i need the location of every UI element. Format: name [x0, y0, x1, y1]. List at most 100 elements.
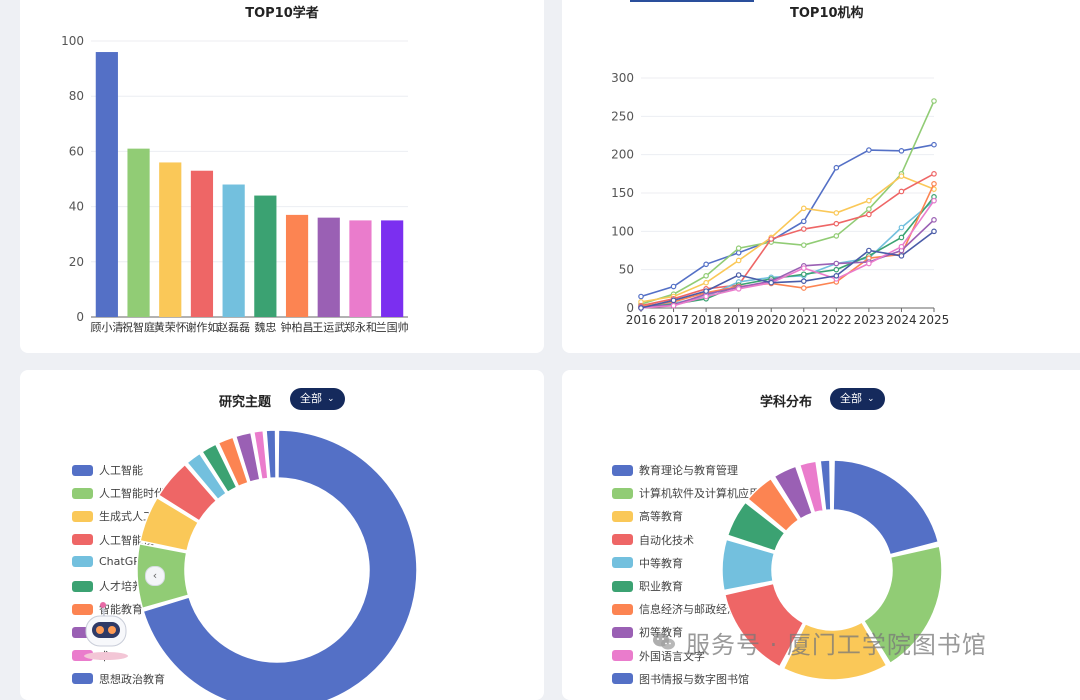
pie-slice	[798, 460, 825, 514]
disciplines-chart-title: 学科分布	[760, 395, 813, 410]
robot-assistant-icon[interactable]	[80, 600, 136, 660]
series-point	[703, 288, 709, 294]
legend-swatch	[72, 464, 93, 476]
topics-chart-title: 研究主题	[219, 395, 272, 410]
x-tick-label: 2021	[789, 313, 820, 327]
x-tick-label: 谢作如	[185, 320, 218, 334]
series-point	[800, 278, 807, 284]
legend-item[interactable]: 人工智能时代	[72, 485, 165, 501]
series-point	[833, 272, 840, 279]
series-line	[640, 230, 935, 309]
topics-filter-dropdown[interactable]: 全部 ⌄	[290, 388, 345, 410]
chevron-left-icon[interactable]: ‹	[145, 566, 165, 586]
series-point	[931, 181, 937, 187]
series-point	[866, 211, 872, 218]
x-tick-label: 2020	[756, 313, 787, 327]
legend-swatch	[612, 534, 633, 546]
series-point	[735, 286, 742, 292]
legend-item[interactable]: 教育理论与教育管理	[612, 462, 738, 478]
series-point	[931, 228, 937, 235]
series-point	[898, 148, 905, 154]
legend-item[interactable]: 人工智能	[72, 462, 143, 478]
pie-slice	[721, 538, 776, 592]
x-tick-label: 2017	[658, 313, 689, 327]
series-point	[670, 302, 677, 309]
legend-label: 智能教育	[99, 603, 143, 617]
pie-slice	[863, 545, 943, 665]
x-tick-label: 赵磊磊	[217, 320, 250, 334]
y-tick-label: 0	[626, 301, 634, 315]
series-point	[898, 224, 905, 231]
legend-item[interactable]: 计算机软件及计算机应用	[612, 485, 760, 501]
legend-label: 自动化技术	[639, 533, 694, 547]
discipline-distribution-card: 学科分布 全部 ⌄ 教育理论与教育管理计算机软件及计算机应用高等教育自动化技术中等…	[562, 370, 1080, 700]
series-point	[898, 243, 905, 250]
series-point	[735, 245, 742, 252]
research-topics-card: 研究主题 全部 ⌄ 人工智能 人工智能时代 生成式人工智能 人工智能技术 ChatGPT 人…	[20, 370, 544, 700]
legend-swatch	[612, 673, 633, 685]
legend-item[interactable]: 职业教育	[612, 578, 683, 594]
series-point	[866, 147, 872, 153]
series-point	[931, 171, 937, 177]
disciplines-donut-chart	[721, 459, 943, 681]
y-tick-label: 200	[611, 148, 634, 162]
chevron-down-icon: ⌄	[867, 394, 875, 404]
series-point	[735, 257, 742, 264]
legend-item[interactable]: ChatGPT	[72, 555, 147, 568]
bar	[254, 195, 277, 317]
legend-label: 图书情报与数字图书馆	[639, 672, 749, 686]
legend-swatch	[72, 650, 93, 662]
series-point	[866, 260, 872, 267]
legend-item[interactable]: 高等教育	[612, 508, 683, 524]
legend-swatch	[72, 626, 93, 638]
legend-item[interactable]: 中等教育	[612, 555, 683, 571]
legend-swatch	[72, 510, 93, 522]
x-tick-label: 魏忠	[254, 320, 276, 334]
disciplines-filter-dropdown[interactable]: 全部 ⌄	[830, 388, 885, 410]
legend-item[interactable]: 图书情报与数字图书馆	[612, 671, 749, 687]
legend-item[interactable]: 智能教育	[72, 601, 143, 617]
legend-item[interactable]: 自动化技术	[612, 532, 694, 548]
legend-label: 人工智能时代	[99, 487, 165, 501]
legend-label: 信息经济与邮政经济	[639, 603, 738, 617]
y-tick-label: 150	[611, 186, 634, 200]
legend-label: ChatGPT	[99, 554, 147, 568]
pie-slice	[217, 436, 249, 488]
series-point	[833, 266, 840, 273]
series-line	[640, 143, 935, 298]
top10-institutions-card: TOP10机构 0 50 100 150 200 250 300 2016 2017 2018 20…	[562, 0, 1080, 353]
x-tick-label: 黄荣怀	[154, 320, 187, 334]
legend-item[interactable]: 人才培养	[72, 578, 143, 594]
series-point	[670, 297, 677, 304]
bar	[222, 184, 245, 317]
legend-swatch	[72, 603, 93, 615]
legend-item[interactable]: 信息经济与邮政经济	[612, 601, 738, 617]
legend-swatch	[72, 487, 93, 499]
top10-scholars-card: TOP10学者 0 20 40 60 80 100 顾小清 祝智庭 黄荣怀 谢作如 赵磊磊 魏忠 钟柏昌…	[20, 0, 544, 353]
legend-item[interactable]: 初等教育	[612, 624, 683, 640]
legend-swatch	[612, 650, 633, 662]
x-tick-label: 2024	[886, 313, 917, 327]
series-point	[800, 242, 807, 248]
bar	[381, 220, 404, 317]
series-point	[703, 279, 709, 286]
series-point	[866, 206, 872, 212]
series-point	[833, 233, 840, 239]
series-line	[640, 100, 935, 305]
bar	[127, 148, 150, 317]
legend-label: 高等教育	[639, 510, 683, 524]
legend-item[interactable]: 外国语言文字	[612, 648, 705, 664]
pie-slice	[142, 429, 418, 700]
pie-slice	[234, 431, 261, 483]
y-tick-label: 40	[69, 200, 84, 214]
series-point	[898, 234, 905, 241]
series-point	[768, 279, 775, 286]
pie-slice	[832, 459, 940, 556]
series-point	[670, 283, 677, 290]
disciplines-filter-value: 全部	[840, 392, 862, 405]
y-tick-label: 0	[76, 310, 84, 324]
series-point	[735, 272, 742, 278]
legend-item[interactable]: 思想政治教育	[72, 671, 165, 687]
series-point	[833, 210, 840, 216]
